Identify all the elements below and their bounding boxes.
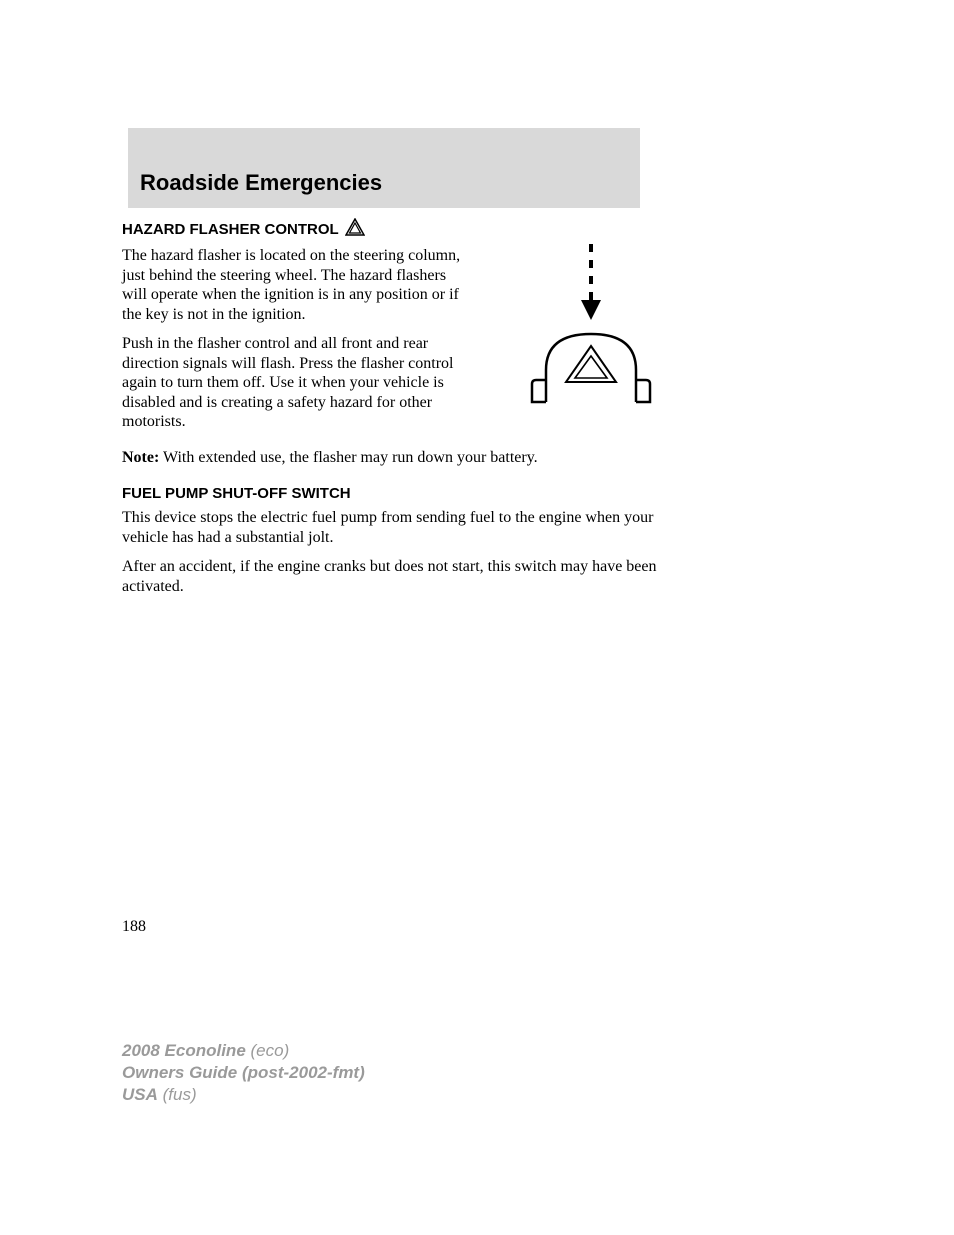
- heading-text: HAZARD FLASHER CONTROL: [122, 221, 339, 238]
- page-content: HAZARD FLASHER CONTROL The hazard flashe…: [122, 218, 698, 606]
- footer-guide: Owners Guide (post-2002-fmt): [122, 1063, 365, 1082]
- note-text: With extended use, the flasher may run d…: [159, 449, 537, 466]
- section-heading-fuel: FUEL PUMP SHUT-OFF SWITCH: [122, 485, 698, 502]
- page-title: Roadside Emergencies: [140, 170, 382, 196]
- footer-region: USA: [122, 1085, 158, 1104]
- fuel-p1: This device stops the electric fuel pump…: [122, 508, 698, 547]
- note-label: Note:: [122, 449, 159, 466]
- heading-text: FUEL PUMP SHUT-OFF SWITCH: [122, 485, 351, 502]
- hazard-body: The hazard flasher is located on the ste…: [122, 246, 698, 442]
- footer-model-code: (eco): [246, 1041, 289, 1060]
- page-number: 188: [122, 918, 146, 936]
- hazard-figure: [484, 242, 698, 412]
- footer-line-3: USA (fus): [122, 1084, 365, 1106]
- hazard-text-column: The hazard flasher is located on the ste…: [122, 246, 464, 442]
- fuel-p2: After an accident, if the engine cranks …: [122, 557, 698, 596]
- hazard-p2: Push in the flasher control and all fron…: [122, 334, 464, 432]
- warning-triangle-icon: [345, 218, 365, 240]
- hazard-note: Note: With extended use, the flasher may…: [122, 448, 698, 468]
- hazard-p1: The hazard flasher is located on the ste…: [122, 246, 464, 324]
- section-heading-hazard: HAZARD FLASHER CONTROL: [122, 218, 698, 240]
- footer: 2008 Econoline (eco) Owners Guide (post-…: [122, 1040, 365, 1106]
- footer-region-code: (fus): [158, 1085, 197, 1104]
- footer-line-1: 2008 Econoline (eco): [122, 1040, 365, 1062]
- header-band: Roadside Emergencies: [128, 128, 640, 208]
- footer-model: 2008 Econoline: [122, 1041, 246, 1060]
- footer-line-2: Owners Guide (post-2002-fmt): [122, 1062, 365, 1084]
